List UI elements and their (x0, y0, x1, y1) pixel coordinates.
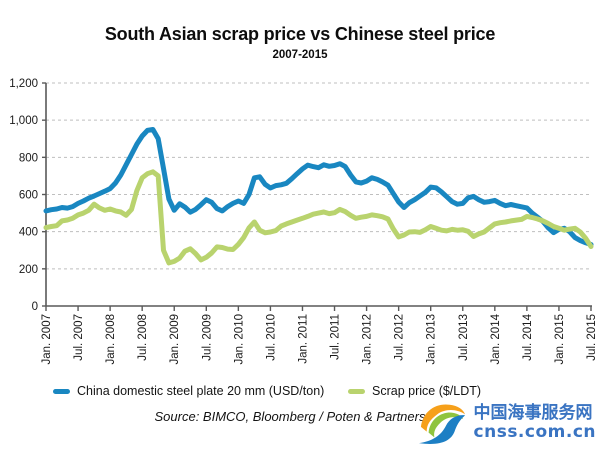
logo-text-url: cnss.com.cn (473, 422, 596, 442)
legend-item-scrap: Scrap price ($/LDT) (348, 384, 481, 398)
y-tick-label: 600 (19, 190, 38, 202)
x-tick-label: Jul. 2009 (201, 314, 213, 361)
steel-price-line (43, 127, 594, 247)
cnss-swoosh-icon (418, 404, 465, 444)
steel-line-marker-icon (53, 388, 70, 394)
x-tick-label: Jan. 2011 (297, 314, 309, 364)
y-tick-label: 200 (19, 264, 38, 276)
x-tick-label: Jan. 2012 (362, 314, 374, 365)
logo-text-chinese: 中国海事服务网 (473, 402, 593, 423)
y-tick-label: 400 (19, 227, 38, 239)
chart-subtitle: 2007-2015 (272, 49, 328, 61)
y-tick-label: 1,200 (9, 78, 38, 90)
x-tick-label: Jan. 2014 (490, 313, 502, 364)
x-tick-label: Jul. 2007 (73, 314, 85, 361)
x-tick-label: Jul. 2012 (394, 314, 406, 361)
x-tick-label: Jul. 2010 (265, 314, 277, 361)
x-tick-label: Jul. 2008 (137, 314, 149, 361)
legend-item-steel: China domestic steel plate 20 mm (USD/to… (53, 384, 324, 398)
x-tick-label: Jul. 2013 (458, 314, 470, 361)
x-tick-label: Jul. 2015 (586, 314, 598, 361)
x-tick-label: Jul. 2014 (522, 313, 534, 360)
y-tick-label: 0 (32, 301, 38, 313)
legend-label-steel: China domestic steel plate 20 mm (USD/to… (77, 384, 325, 398)
x-tick-label: Jul. 2011 (330, 314, 342, 360)
cnss-logo: 中国海事服务网 cnss.com.cn (414, 399, 596, 447)
source-note: Source: BIMCO, Bloomberg / Poten & Partn… (154, 409, 426, 424)
y-tick-label: 1,000 (9, 115, 38, 127)
y-tick-label: 800 (19, 152, 38, 164)
x-tick-label: Jan. 2010 (233, 314, 245, 365)
x-tick-label: Jan. 2009 (169, 314, 181, 365)
x-tick-label: Jan. 2007 (41, 314, 53, 365)
chart-title: South Asian scrap price vs Chinese steel… (104, 24, 496, 44)
legend-label-scrap: Scrap price ($/LDT) (372, 384, 482, 398)
x-tick-label: Jan. 2008 (105, 314, 117, 365)
scrap-price-line (43, 169, 594, 266)
x-tick-label: Jan. 2013 (426, 314, 438, 365)
chart-legend: China domestic steel plate 20 mm (USD/to… (0, 384, 600, 400)
scrap-line-marker-icon (348, 388, 365, 394)
x-tick-label: Jan. 2015 (554, 314, 566, 365)
